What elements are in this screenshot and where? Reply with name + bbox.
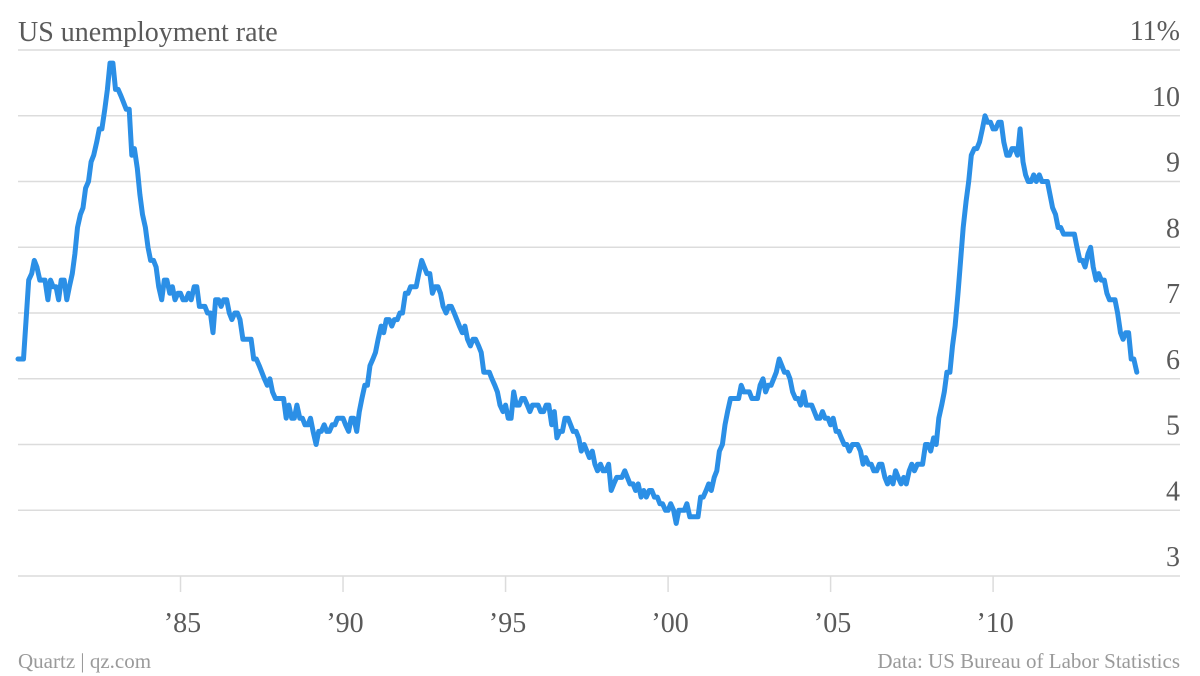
x-tick-label: ’90 (326, 608, 363, 639)
x-tick-label: ’95 (489, 608, 526, 639)
y-tick-label: 8 (1166, 213, 1180, 244)
y-tick-label: 6 (1166, 345, 1180, 376)
x-tick-label: ’85 (164, 608, 201, 639)
credit: Quartz | qz.com (18, 649, 151, 673)
x-tick-label: ’05 (814, 608, 851, 639)
x-tick-label: ’10 (976, 608, 1013, 639)
line (15, 60, 1140, 526)
source: Data: US Bureau of Labor Statistics (877, 649, 1180, 673)
y-tick-label: 10 (1152, 82, 1180, 113)
y-tick-label: 9 (1166, 148, 1180, 179)
y-tick-label: 4 (1166, 476, 1180, 507)
y-tick-label: 11% (1130, 16, 1180, 47)
y-tick-label: 3 (1166, 542, 1180, 573)
x-tick-label: ’00 (651, 608, 688, 639)
chart-title: US unemployment rate (18, 17, 278, 48)
y-tick-label: 7 (1166, 279, 1180, 310)
y-tick-label: 5 (1166, 411, 1180, 442)
